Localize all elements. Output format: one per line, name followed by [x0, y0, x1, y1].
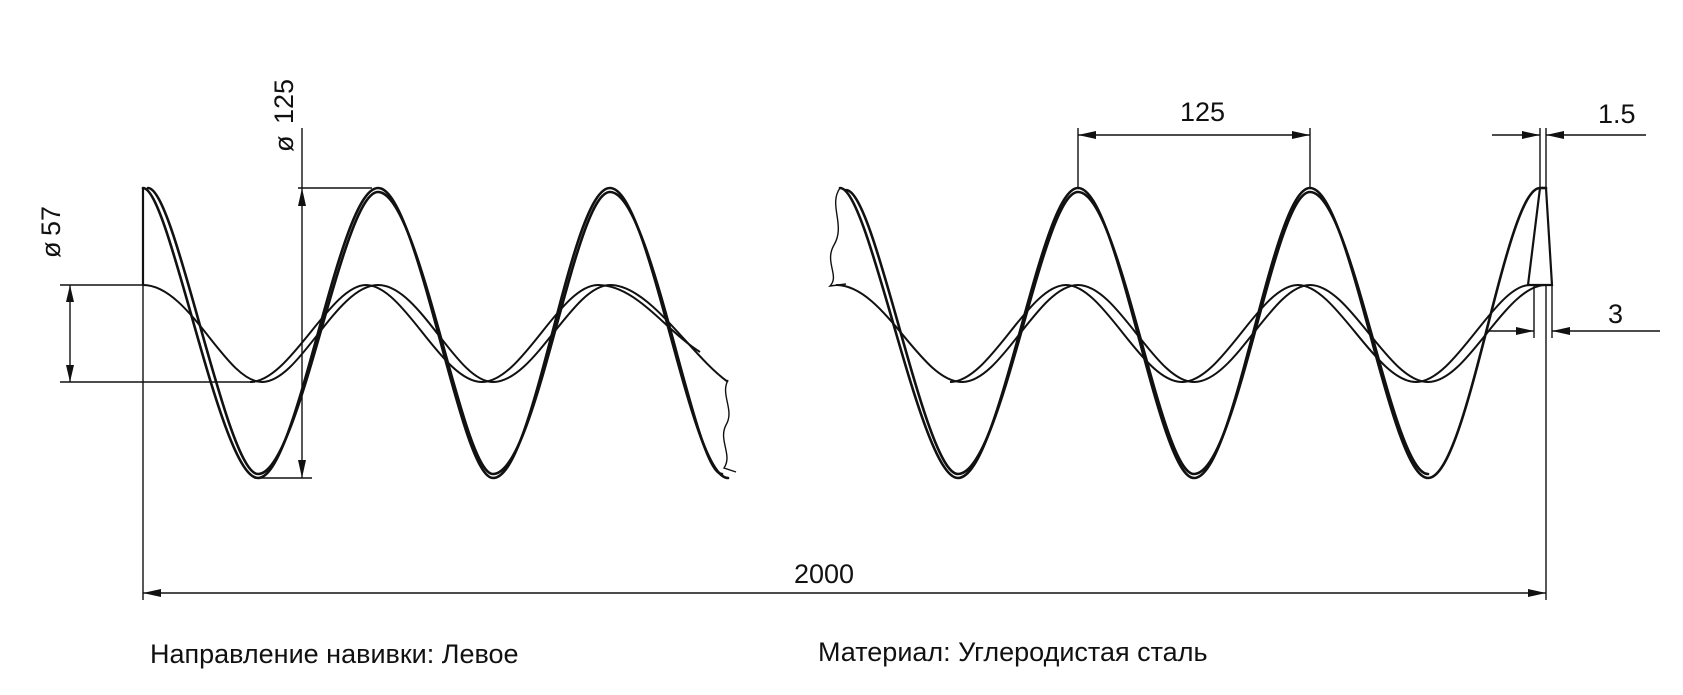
- outer-diameter-label: 125: [269, 79, 299, 124]
- inner-diameter-symbol: ø: [36, 242, 66, 259]
- dim-tip-thickness: 3: [1486, 285, 1660, 338]
- dim-inner-diameter: ø 57: [36, 206, 255, 383]
- outer-flight-right: [838, 186, 1548, 480]
- auger-left-section: [141, 186, 737, 480]
- material-note: Материал: Углеродистая сталь: [818, 637, 1208, 667]
- inner-flight-right-b: [949, 283, 1531, 384]
- flight-thickness-label: 1.5: [1598, 99, 1636, 129]
- dim-flight-thickness: 1.5: [1492, 99, 1646, 188]
- inner-flight-left-b: [249, 283, 701, 384]
- winding-direction-note: Направление навивки: Левое: [150, 639, 519, 669]
- outer-diameter-symbol: ø: [269, 136, 299, 153]
- outer-flight-left-edge: [146, 186, 724, 476]
- inner-diameter-label: 57: [36, 206, 66, 236]
- outer-flight-right-edge: [844, 188, 1430, 476]
- auger-right-section: [828, 186, 1554, 480]
- break-line-left: [722, 379, 737, 473]
- break-line-right: [828, 187, 847, 287]
- end-face: [1526, 186, 1554, 287]
- inner-flight-right-a: [835, 283, 1547, 384]
- tip-thickness-label: 3: [1608, 299, 1623, 329]
- dim-pitch: 125: [1077, 97, 1311, 188]
- dim-outer-diameter: ø 125: [254, 79, 372, 479]
- pitch-label: 125: [1180, 97, 1225, 127]
- dim-total-length: 2000: [142, 285, 1547, 600]
- total-length-label: 2000: [794, 559, 854, 589]
- inner-flight-left-a: [142, 283, 729, 384]
